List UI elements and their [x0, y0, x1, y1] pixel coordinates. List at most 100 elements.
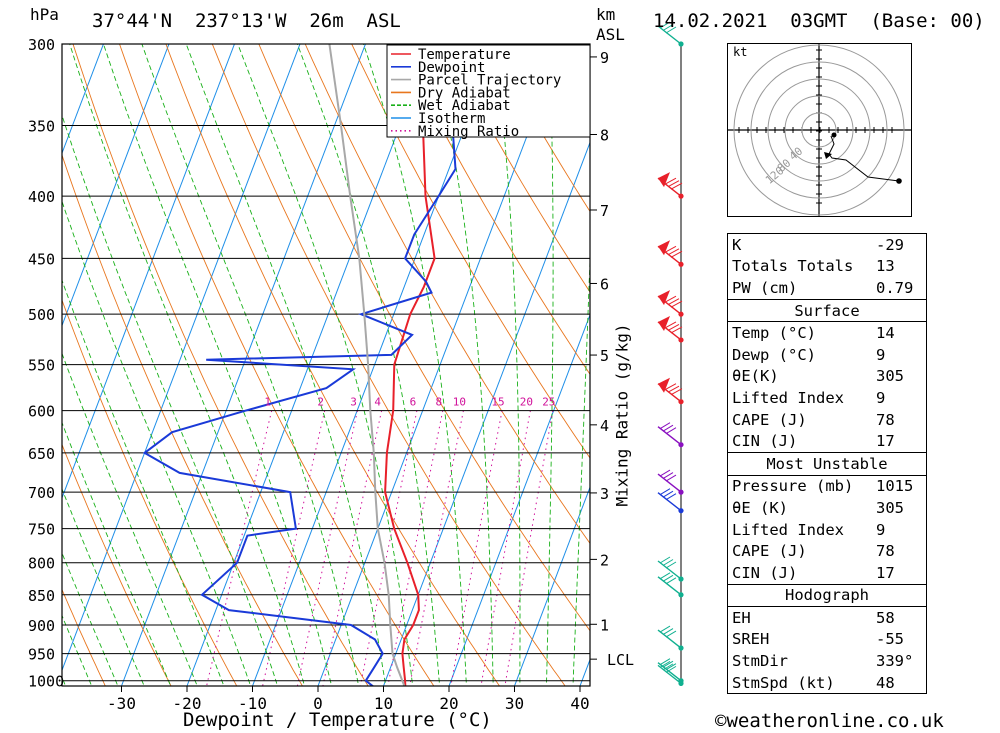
wind-barb-flag — [658, 377, 670, 393]
x-tick-label: 30 — [505, 694, 524, 713]
hodograph-ring — [784, 95, 854, 165]
hodograph-point — [831, 132, 837, 138]
index-row: Pressure (mb) 1015 — [728, 474, 926, 498]
wet-adiabat-line — [546, 44, 554, 686]
wind-barb-feather — [662, 490, 674, 498]
series-line-temperature — [384, 44, 436, 686]
wind-barb-feather — [659, 422, 671, 430]
legend-box — [386, 44, 591, 138]
index-value: 78 — [876, 410, 895, 429]
pressure-tick-label: 800 — [28, 555, 55, 573]
isotherm-line — [62, 44, 235, 500]
index-label: Totals Totals — [732, 257, 854, 276]
km-label: km — [596, 5, 616, 24]
index-row: StmSpd (kt) 48 — [728, 672, 926, 694]
wind-barb-feather — [662, 663, 674, 671]
km-tick-label: 8 — [600, 127, 609, 145]
index-row: SREH -55 — [728, 629, 926, 651]
isotherm-line — [62, 44, 104, 155]
index-value: 9 — [876, 345, 886, 364]
hodograph-ring — [733, 44, 905, 216]
dry-adiabat-line — [258, 44, 590, 632]
dry-adiabat-line — [972, 8, 1000, 707]
legend-entry: Parcel Trajectory — [418, 73, 561, 89]
index-row: θE (K) 305 — [728, 497, 926, 519]
wet-adiabat-line — [430, 44, 494, 686]
mixing-ratio-line — [296, 410, 358, 686]
mixing-ratio-label: 25 — [542, 396, 555, 409]
wind-barb-feather — [665, 427, 677, 435]
footer-credit: ©weatheronline.co.uk — [715, 710, 944, 732]
index-label: Dewp (°C) — [732, 345, 816, 364]
index-value: 9 — [876, 520, 886, 539]
wind-barb — [657, 25, 682, 45]
wet-adiabat-line — [62, 352, 198, 686]
index-value: 305 — [876, 498, 904, 517]
dry-adiabat-line — [304, 44, 590, 545]
wind-barb-feather — [662, 472, 674, 480]
wind-barb-feather — [664, 177, 677, 185]
mixing-ratio-label: 10 — [453, 396, 466, 409]
wet-adiabat-line — [493, 44, 521, 686]
wet-adiabat-line — [62, 113, 279, 686]
wind-level-dot — [678, 508, 684, 514]
x-tick-label: -30 — [107, 694, 136, 713]
mixing-ratio-label: 2 — [317, 396, 324, 409]
isotherm-line — [382, 141, 590, 686]
wind-barb — [657, 473, 682, 493]
wind-barb-feather — [667, 385, 680, 393]
wet-adiabat-line — [62, 200, 252, 686]
km-tick-label: 3 — [600, 485, 609, 503]
wind-barb-feather — [665, 493, 677, 501]
km-tick-label: 2 — [600, 551, 609, 569]
isotherm-line — [62, 44, 170, 327]
wind-barb-feather — [670, 388, 683, 396]
wind-barb-feather — [665, 474, 677, 482]
mixing-ratio-label: 6 — [410, 396, 417, 409]
wind-barb-feather — [664, 321, 677, 329]
wind-barb — [657, 560, 682, 580]
x-tick-label: -10 — [238, 694, 267, 713]
wind-level-dot — [678, 261, 684, 267]
pressure-tick-label: 400 — [28, 188, 55, 206]
mixing-ratio-label: 1 — [264, 396, 271, 409]
mixing-ratio-label: 15 — [491, 396, 504, 409]
pressure-tick-label: 700 — [28, 484, 55, 502]
dry-adiabat-line — [62, 588, 106, 686]
mixing-ratio-label: 20 — [520, 396, 533, 409]
wind-level-dot — [678, 592, 684, 598]
wind-barb-feather — [662, 628, 674, 635]
indices-panel: K -29 Totals Totals 13 PW (cm) 0.79 Surface T… — [727, 233, 927, 695]
wind-barb-feather — [665, 665, 677, 673]
hodograph-ring — [750, 61, 888, 199]
wind-level-dot — [678, 645, 684, 651]
index-row: Lifted Index 9 — [728, 387, 926, 409]
hodograph-ring-label: 40 — [787, 145, 806, 163]
index-value: 339° — [876, 652, 914, 671]
x-tick-label: 10 — [374, 694, 393, 713]
wind-barb-feather — [667, 180, 680, 188]
index-label: CIN (J) — [732, 563, 798, 582]
hpa-label: hPa — [30, 5, 59, 24]
index-row: Lifted Index 9 — [728, 519, 926, 541]
mixing-ratio-label: 8 — [435, 396, 442, 409]
index-value: -55 — [876, 630, 904, 649]
legend-entry: Dewpoint — [418, 60, 485, 76]
legend-entry: Dry Adiabat — [418, 85, 511, 101]
wind-level-dot — [678, 576, 684, 582]
hodograph-unit-label: kt — [733, 45, 748, 59]
wind-barb-feather — [664, 295, 677, 303]
index-row: Temp (°C) 14 — [728, 321, 926, 344]
mixing-ratio-line — [480, 410, 531, 686]
wind-level-dot — [678, 311, 684, 317]
hodograph-panel: kt 40 80 120 — [727, 43, 912, 217]
wind-level-dot — [678, 193, 684, 199]
x-axis-label: Dewpoint / Temperature (°C) — [183, 709, 492, 731]
pressure-tick-label: 500 — [28, 306, 55, 324]
wind-barb-feather — [659, 572, 671, 580]
km-tick-label: LCL — [607, 651, 634, 669]
dry-adiabat-line — [211, 44, 566, 686]
wind-barb-feather — [662, 574, 674, 582]
index-label: PW (cm) — [732, 278, 798, 297]
